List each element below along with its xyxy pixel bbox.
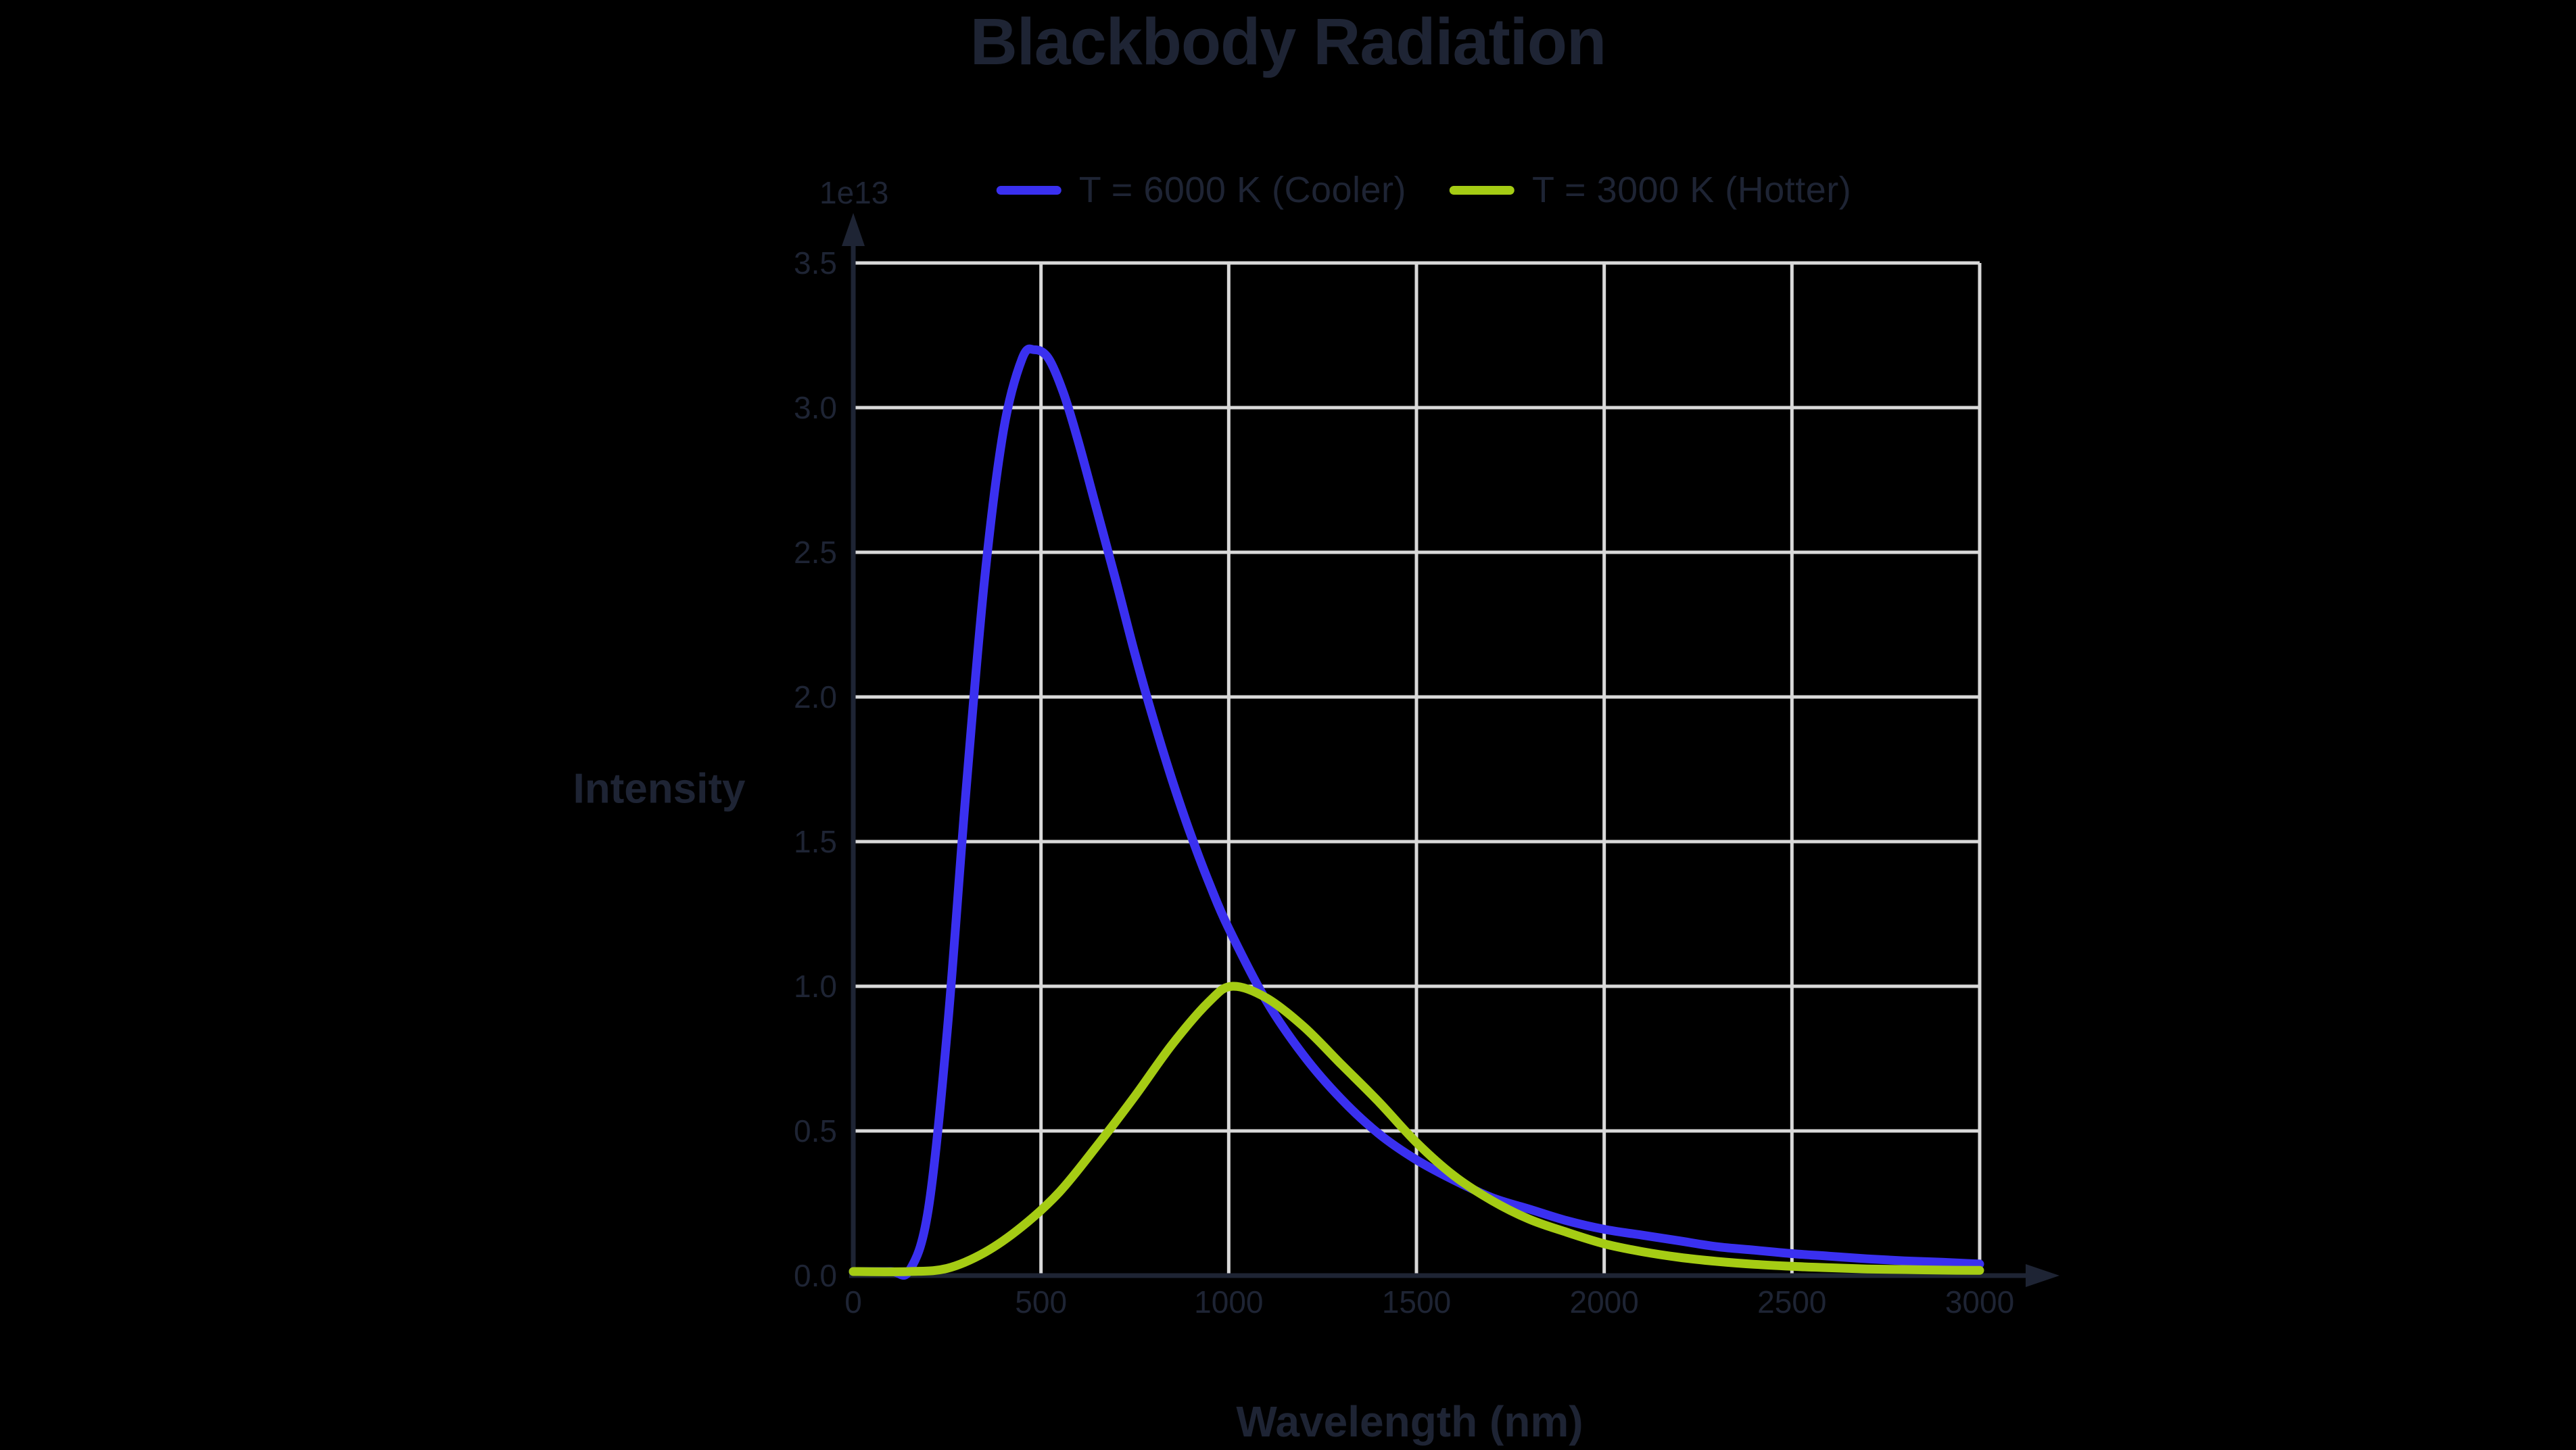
- curve-3000k: [849, 982, 1984, 1276]
- legend-label-3000k: T = 3000 K (Hotter): [1532, 170, 1852, 210]
- y-tick-label: 2.5: [794, 535, 837, 570]
- x-tick-label: 2500: [1757, 1284, 1826, 1320]
- curve-6000k: [849, 344, 1984, 1280]
- legend-label-6000k: T = 6000 K (Cooler): [1078, 170, 1407, 210]
- legend-swatch-3000k: [1450, 185, 1515, 195]
- x-tick-label: 1500: [1382, 1284, 1451, 1320]
- y-tick-label: 1.0: [794, 969, 837, 1004]
- x-tick-label: 3000: [1945, 1284, 2014, 1320]
- y-tick-label: 3.0: [794, 390, 837, 425]
- x-axis-title: Wavelength (nm): [1236, 1397, 1583, 1446]
- legend-item-6000k: T = 6000 K (Cooler): [996, 169, 1407, 211]
- y-tick-label: 1.5: [794, 824, 837, 859]
- y-axis-arrow: [842, 213, 865, 246]
- legend: T = 6000 K (Cooler) T = 3000 K (Hotter): [996, 169, 1851, 211]
- y-axis-title: Intensity: [573, 765, 746, 813]
- x-tick-label: 1000: [1194, 1284, 1263, 1320]
- legend-item-3000k: T = 3000 K (Hotter): [1450, 169, 1851, 211]
- y-tick-label: 3.5: [794, 245, 837, 281]
- legend-swatch-6000k: [996, 185, 1062, 195]
- chart-title: Blackbody Radiation: [970, 5, 1606, 78]
- y-axis-offset-label: 1e13: [819, 175, 889, 210]
- y-tick-label: 0.5: [794, 1113, 837, 1149]
- x-tick-label: 2000: [1569, 1284, 1638, 1320]
- y-tick-label: 0.0: [794, 1258, 837, 1293]
- x-axis-arrow: [2026, 1264, 2059, 1287]
- y-tick-label: 2.0: [794, 679, 837, 715]
- x-tick-label: 500: [1015, 1284, 1067, 1320]
- x-tick-label: 0: [844, 1284, 862, 1320]
